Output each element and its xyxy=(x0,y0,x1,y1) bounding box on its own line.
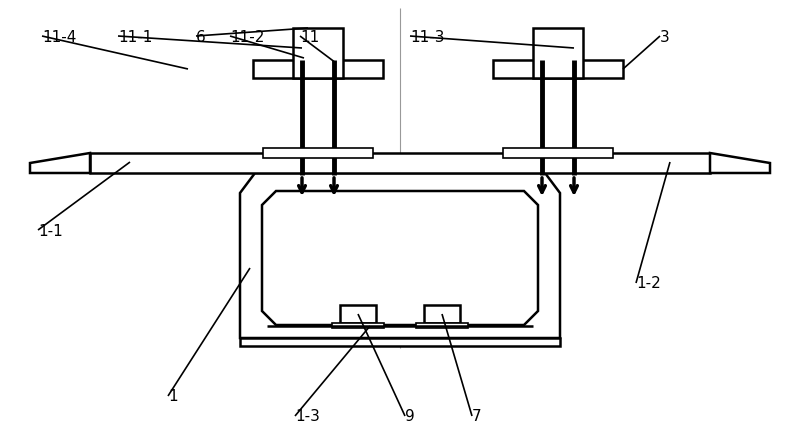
Text: 1-3: 1-3 xyxy=(295,409,320,424)
Text: 1-2: 1-2 xyxy=(636,276,661,291)
Bar xyxy=(332,323,384,328)
Bar xyxy=(416,323,468,328)
Text: 11: 11 xyxy=(300,29,319,44)
Bar xyxy=(293,29,343,79)
Bar xyxy=(503,148,613,159)
Bar xyxy=(253,61,383,79)
Text: 6: 6 xyxy=(196,29,206,44)
Polygon shape xyxy=(262,191,538,325)
Bar xyxy=(263,148,373,159)
Text: 11-4: 11-4 xyxy=(42,29,76,44)
Bar xyxy=(240,338,560,346)
Bar xyxy=(493,61,623,79)
Polygon shape xyxy=(710,154,770,173)
Text: 11-2: 11-2 xyxy=(230,29,264,44)
Text: 11-3: 11-3 xyxy=(410,29,445,44)
Text: 11-1: 11-1 xyxy=(118,29,152,44)
Bar xyxy=(424,305,460,323)
Text: 1-1: 1-1 xyxy=(38,223,62,238)
Bar xyxy=(340,305,376,323)
Text: 9: 9 xyxy=(405,409,414,424)
Polygon shape xyxy=(30,154,90,173)
Polygon shape xyxy=(240,173,560,338)
Bar xyxy=(533,29,583,79)
Text: 1: 1 xyxy=(168,389,178,403)
Bar xyxy=(90,154,710,173)
Text: 3: 3 xyxy=(660,29,670,44)
Text: 7: 7 xyxy=(472,409,482,424)
